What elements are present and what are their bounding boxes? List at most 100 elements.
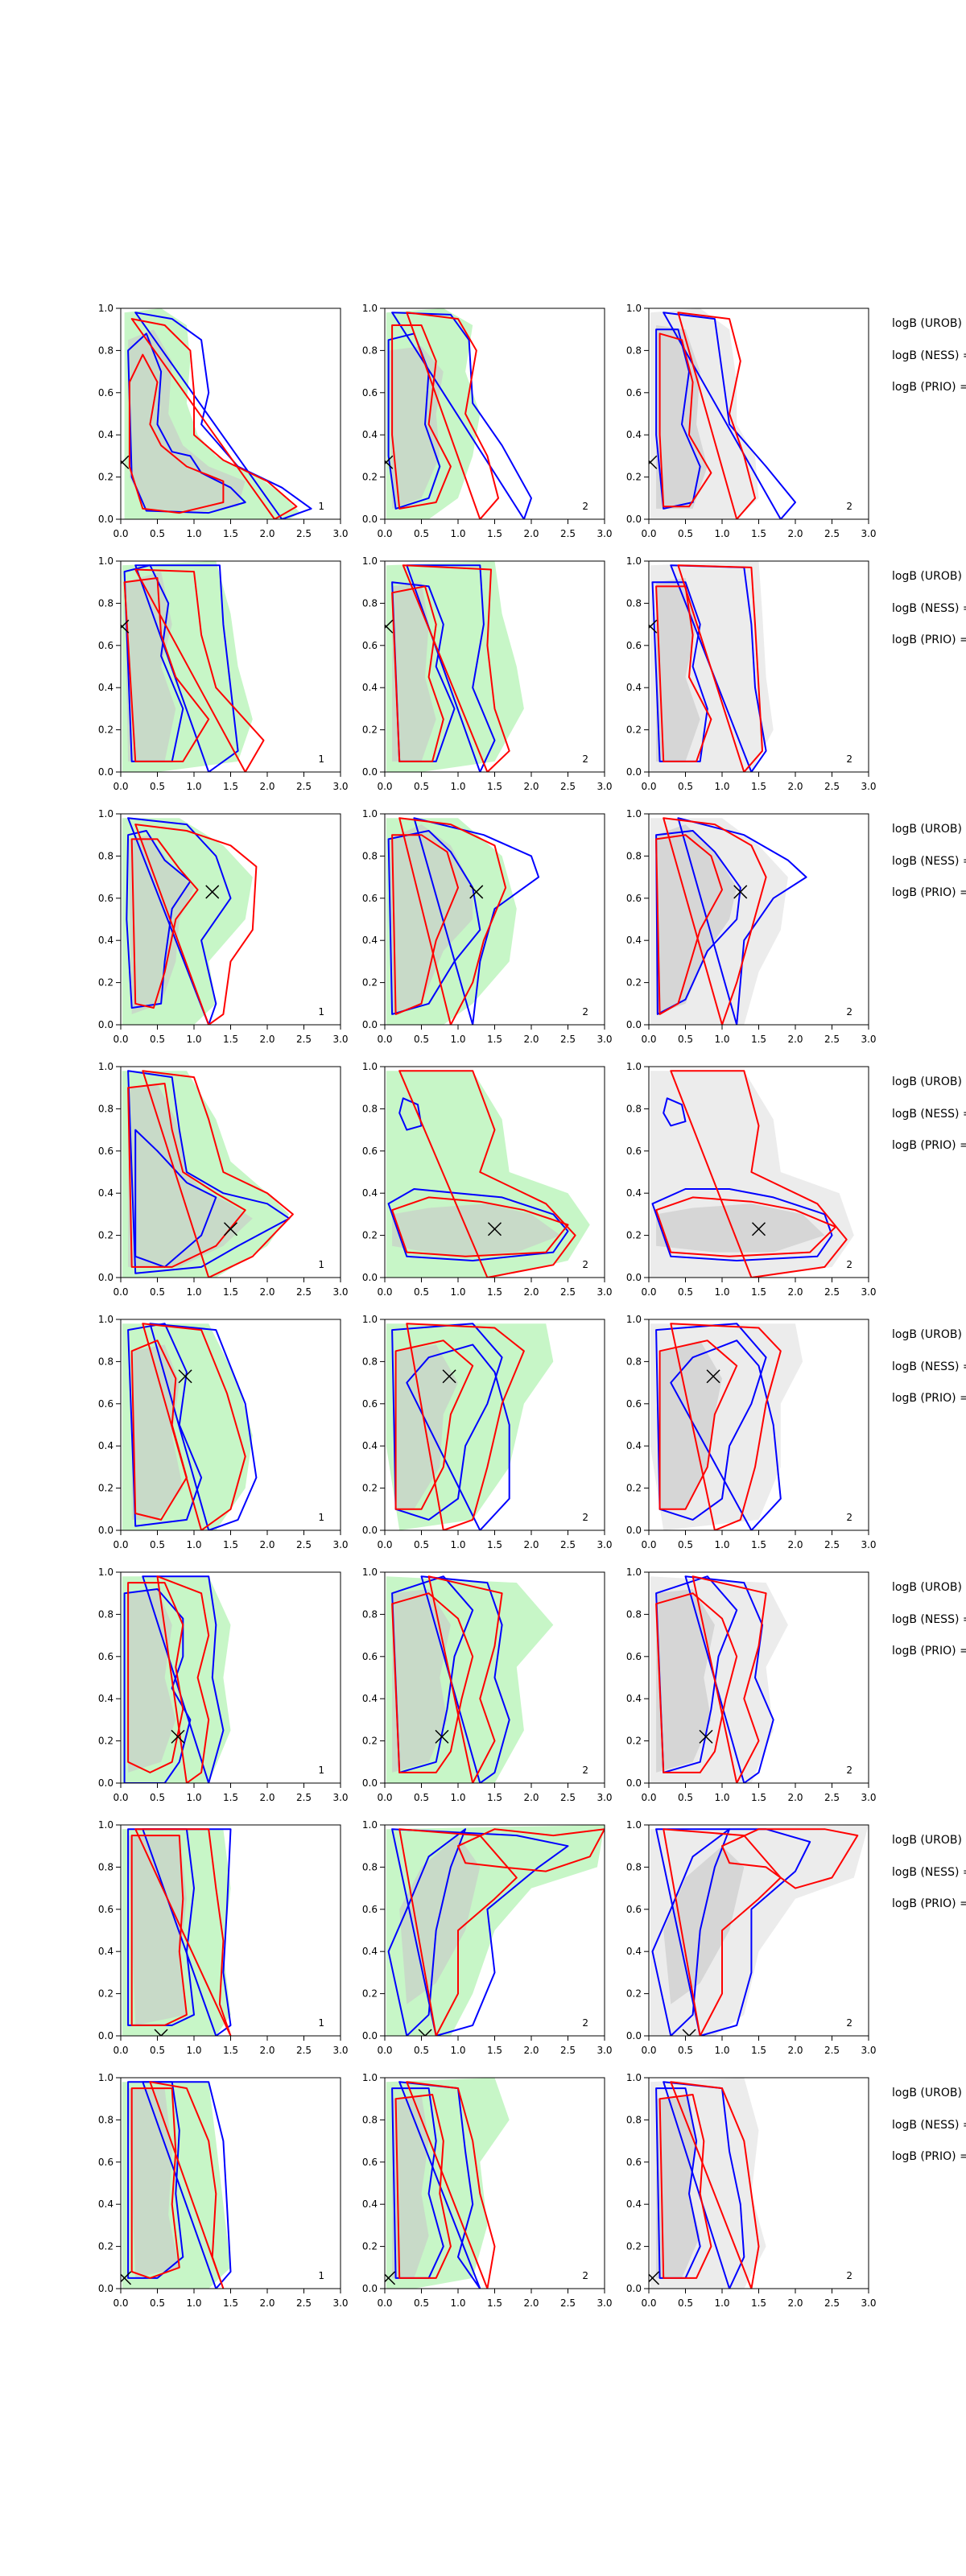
x-tick-label: 1.5 <box>223 528 238 539</box>
true-value-marker <box>121 2271 132 2285</box>
true-value-marker <box>682 2029 696 2036</box>
blue-contour-inner <box>126 830 192 1009</box>
y-tick-label: 0.0 <box>98 1777 114 1789</box>
x-tick-label: 1.0 <box>450 781 465 792</box>
y-tick-label: 0.0 <box>362 1525 378 1536</box>
plot-area <box>386 1825 605 2036</box>
panel-r6-c3: 0.0 0.5 1.0 1.5 2.0 2.5 3.0 0.0 0.2 0.4 0.6 0.8 1.0 2 <box>626 1567 877 1803</box>
red-contour-outer <box>427 1575 503 1783</box>
x-tick-label: 2.5 <box>560 1792 576 1803</box>
x-tick-label: 1.5 <box>487 2297 502 2309</box>
panel-number: 2 <box>846 2270 852 2281</box>
panel-r8-c2: 0.0 0.5 1.0 1.5 2.0 2.5 3.0 0.0 0.2 0.4 0.6 0.8 1.0 2 <box>362 2072 613 2309</box>
y-tick-label: 1.0 <box>98 808 114 819</box>
y-tick-label: 0.4 <box>98 429 114 440</box>
true-value-marker <box>733 885 748 899</box>
y-tick-label: 0.6 <box>362 1398 378 1410</box>
y-tick-label: 0.8 <box>626 2114 642 2125</box>
x-tick-label: 1.0 <box>186 1286 201 1298</box>
y-tick-label: 1.0 <box>626 303 642 314</box>
y-tick-label: 0.0 <box>626 2030 642 2041</box>
marker-stroke <box>442 1369 456 1384</box>
logb-label: logB (UROB) = <box>892 823 966 836</box>
y-tick-label: 0.0 <box>626 1777 642 1789</box>
y-tick-label: 1.0 <box>362 2072 378 2083</box>
blue-contour-outer <box>406 564 496 772</box>
y-tick-label: 0.6 <box>362 387 378 398</box>
x-tick-label: 2.5 <box>296 1034 312 1045</box>
y-tick-label: 0.2 <box>626 1483 642 1494</box>
y-tick-label: 0.2 <box>362 977 378 989</box>
y-tick-label: 0.8 <box>362 597 378 609</box>
x-tick-label: 2.5 <box>824 1286 840 1298</box>
y-tick-label: 1.0 <box>626 1819 642 1831</box>
y-tick-label: 1.0 <box>362 808 378 819</box>
red-contour-outer <box>134 568 265 772</box>
y-tick-label: 0.0 <box>98 2030 114 2041</box>
blue-contour-outer <box>398 1097 423 1131</box>
y-tick-label: 0.8 <box>626 345 642 356</box>
y-tick-label: 0.2 <box>362 1230 378 1241</box>
y-tick-label: 0.0 <box>362 514 378 525</box>
y-tick-label: 0.6 <box>362 1146 378 1157</box>
marker-stroke <box>699 1729 713 1744</box>
logb-label: logB (NESS) = <box>892 602 966 615</box>
logb-label: logB (PRIO) = <box>892 634 966 646</box>
x-tick-label: 0.0 <box>113 1286 128 1298</box>
y-tick-label: 0.0 <box>362 766 378 778</box>
y-tick-label: 0.0 <box>98 1525 114 1536</box>
x-tick-label: 2.0 <box>259 2045 275 2056</box>
red-contour-outer <box>398 1070 576 1278</box>
y-tick-label: 0.0 <box>362 2030 378 2041</box>
marker-stroke <box>682 2029 691 2036</box>
y-tick-label: 0.8 <box>626 597 642 609</box>
logb-label: logB (PRIO) = <box>892 1392 966 1405</box>
y-tick-label: 0.6 <box>98 1398 114 1410</box>
density-fill-inner <box>128 1835 187 2025</box>
logb-label: logB (PRIO) = <box>892 1897 966 1910</box>
x-tick-label: 2.5 <box>824 1792 840 1803</box>
panel-number: 2 <box>582 501 588 512</box>
y-tick-label: 0.4 <box>98 682 114 693</box>
x-tick-label: 2.0 <box>523 781 539 792</box>
y-tick-label: 0.8 <box>626 1861 642 1872</box>
y-tick-label: 0.4 <box>626 935 642 946</box>
plot-area <box>386 1575 554 1783</box>
logb-label: logB (PRIO) = <box>892 886 966 899</box>
y-tick-label: 0.6 <box>98 1146 114 1157</box>
x-tick-label: 0.5 <box>678 1034 693 1045</box>
x-tick-label: 3.0 <box>861 1792 876 1803</box>
y-tick-label: 0.0 <box>626 1272 642 1283</box>
panel-r8-c1: 0.0 0.5 1.0 1.5 2.0 2.5 3.0 0.0 0.2 0.4 0.6 0.8 1.0 1 <box>98 2072 349 2309</box>
true-value-marker <box>699 1729 713 1744</box>
y-tick-label: 0.0 <box>362 1019 378 1030</box>
x-tick-label: 0.0 <box>641 1539 656 1550</box>
panel-r5-c1: 0.0 0.5 1.0 1.5 2.0 2.5 3.0 0.0 0.2 0.4 0.6 0.8 1.0 1 <box>98 1314 349 1550</box>
y-tick-label: 0.6 <box>626 1904 642 1915</box>
x-tick-label: 0.5 <box>678 1286 693 1298</box>
x-tick-label: 2.5 <box>296 528 312 539</box>
x-tick-label: 1.5 <box>751 528 766 539</box>
red-contour-outer <box>721 1828 859 1889</box>
plot-area <box>122 817 258 1025</box>
y-tick-label: 0.0 <box>98 766 114 778</box>
x-tick-label: 2.5 <box>824 781 840 792</box>
y-tick-label: 1.0 <box>362 1819 378 1831</box>
y-tick-label: 0.8 <box>98 1861 114 1872</box>
x-tick-label: 3.0 <box>332 1286 348 1298</box>
x-tick-label: 1.5 <box>751 2045 766 2056</box>
plot-area <box>121 2081 232 2289</box>
x-tick-label: 3.0 <box>597 781 612 792</box>
blue-contour-inner <box>651 1188 833 1261</box>
x-tick-label: 0.0 <box>377 781 392 792</box>
panel-r1-c1: 0.0 0.5 1.0 1.5 2.0 2.5 3.0 0.0 0.2 0.4 0.6 0.8 1.0 1 <box>98 303 349 539</box>
y-tick-label: 1.0 <box>98 1061 114 1072</box>
x-tick-label: 2.5 <box>824 1034 840 1045</box>
panel-r6-c1: 0.0 0.5 1.0 1.5 2.0 2.5 3.0 0.0 0.2 0.4 0.6 0.8 1.0 1 <box>98 1567 349 1803</box>
x-tick-label: 1.0 <box>450 528 465 539</box>
y-tick-label: 0.4 <box>362 1187 378 1199</box>
y-tick-label: 1.0 <box>362 555 378 567</box>
panel-number: 1 <box>318 1006 324 1018</box>
red-contour-inner <box>398 1828 518 2036</box>
blue-contour-inner <box>123 1588 192 1783</box>
